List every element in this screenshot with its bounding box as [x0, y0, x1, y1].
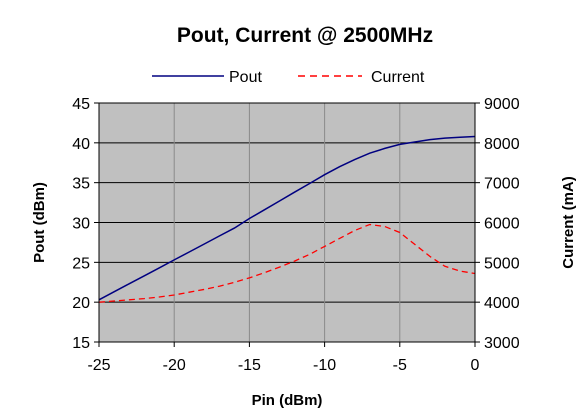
- chart-title: Pout, Current @ 2500MHz: [177, 24, 433, 47]
- y2-tick-label: 3000: [484, 335, 520, 352]
- series-line-current: [98, 223, 476, 303]
- y-tick-label: 25: [72, 255, 90, 272]
- series-line-pout: [98, 135, 476, 301]
- y-axis-title: Pout (dBm): [31, 182, 48, 263]
- x-tick-label: -5: [393, 357, 407, 374]
- y2-tick-label: 6000: [484, 216, 520, 233]
- x-tick-label: -20: [163, 357, 186, 374]
- y2-tick-label: 7000: [484, 176, 520, 193]
- x-tick-label: -10: [313, 357, 336, 374]
- legend-label-pout: Pout: [229, 69, 262, 86]
- ticks: -25 -20 -15 -10 -5 0 15 20 25 30 35 40 45 3000 4000 500…: [72, 96, 519, 374]
- y-tick-label: 35: [72, 176, 90, 193]
- y2-tick-label: 5000: [484, 255, 520, 272]
- y-tick-label: 45: [72, 96, 90, 113]
- y-tick-label: 40: [72, 136, 90, 153]
- x-axis-title: Pin (dBm): [252, 392, 323, 409]
- x-tick-label: 0: [471, 357, 480, 374]
- y-tick-label: 20: [72, 295, 90, 312]
- series-layer: [98, 135, 476, 303]
- y2-axis-title: Current (mA): [560, 176, 577, 269]
- legend-label-current: Current: [371, 69, 425, 86]
- y2-tick-label: 8000: [484, 136, 520, 153]
- y-tick-label: 30: [72, 216, 90, 233]
- legend: Pout Current: [152, 69, 425, 86]
- x-tick-label: -25: [87, 357, 110, 374]
- y-tick-label: 15: [72, 335, 90, 352]
- y2-tick-label: 4000: [484, 295, 520, 312]
- x-tick-label: -15: [238, 357, 261, 374]
- y2-tick-label: 9000: [484, 96, 520, 113]
